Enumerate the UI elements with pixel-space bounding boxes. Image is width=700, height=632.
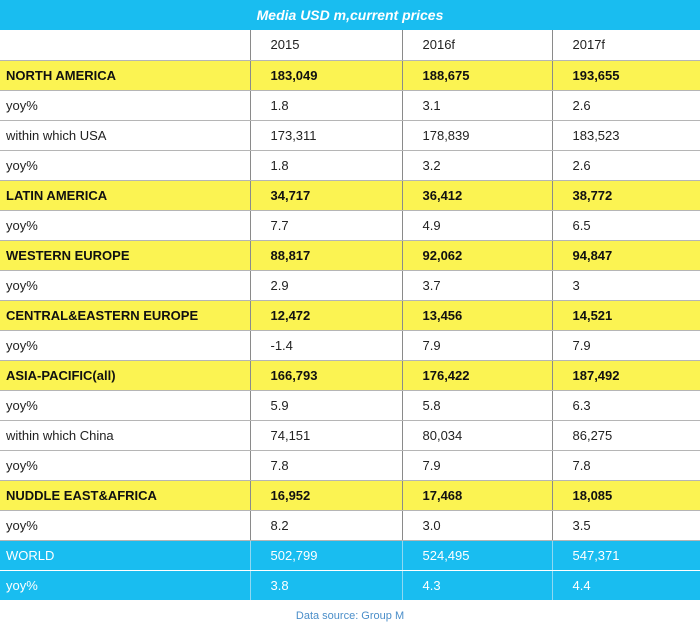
value-cell: 1.8 [250,150,403,181]
value-cell: 3.2 [402,150,553,181]
row-label-cell: ASIA-PACIFIC(all) [0,360,251,391]
value-cell: 18,085 [552,480,700,511]
value-cell: 2.6 [552,90,700,121]
value-cell: 36,412 [402,180,553,211]
value-cell: 547,371 [552,540,700,571]
header-cell: 2015 [250,30,403,61]
value-cell: 8.2 [250,510,403,541]
value-cell: 183,523 [552,120,700,151]
table-row: yoy% 1.8 3.2 2.6 [0,150,700,181]
value-cell: 4.9 [402,210,553,241]
row-label-cell: CENTRAL&EASTERN EUROPE [0,300,251,331]
header-cell [0,30,251,61]
value-cell: 88,817 [250,240,403,271]
value-cell: 7.7 [250,210,403,241]
row-label-cell: yoy% [0,150,251,181]
region-row: NUDDLE EAST&AFRICA 16,952 17,468 18,085 [0,480,700,511]
row-label-cell: WORLD [0,540,251,571]
table-row: yoy% 1.8 3.1 2.6 [0,90,700,121]
table-row: yoy% -1.4 7.9 7.9 [0,330,700,361]
table-row: yoy% 7.8 7.9 7.8 [0,450,700,481]
value-cell: 3.7 [402,270,553,301]
value-cell: 5.9 [250,390,403,421]
table-row: yoy% 2.9 3.7 3 [0,270,700,301]
value-cell: 2.6 [552,150,700,181]
value-cell: 4.4 [552,570,700,601]
world-row: WORLD 502,799 524,495 547,371 [0,540,700,571]
value-cell: 6.5 [552,210,700,241]
value-cell: 7.8 [552,450,700,481]
value-cell: 3.0 [402,510,553,541]
value-cell: 5.8 [402,390,553,421]
value-cell: 80,034 [402,420,553,451]
region-row: ASIA-PACIFIC(all) 166,793 176,422 187,492 [0,360,700,391]
region-row: CENTRAL&EASTERN EUROPE 12,472 13,456 14,521 [0,300,700,331]
value-cell: 12,472 [250,300,403,331]
row-label-cell: within which USA [0,120,251,151]
value-cell: 187,492 [552,360,700,391]
row-label-cell: yoy% [0,270,251,301]
value-cell: 6.3 [552,390,700,421]
row-label-cell: yoy% [0,510,251,541]
row-label-cell: NUDDLE EAST&AFRICA [0,480,251,511]
value-cell: 193,655 [552,60,700,91]
table-row: yoy% 8.2 3.0 3.5 [0,510,700,541]
table-header-row: 2015 2016f 2017f [0,30,700,61]
value-cell: 7.9 [552,330,700,361]
header-cell: 2017f [552,30,700,61]
table-row: yoy% 5.9 5.8 6.3 [0,390,700,421]
value-cell: 3.8 [250,570,403,601]
value-cell: 183,049 [250,60,403,91]
value-cell: 7.8 [250,450,403,481]
region-row: NORTH AMERICA 183,049 188,675 193,655 [0,60,700,91]
value-cell: 3.1 [402,90,553,121]
row-label-cell: yoy% [0,90,251,121]
value-cell: 2.9 [250,270,403,301]
value-cell: 16,952 [250,480,403,511]
data-source-note: Data source: Group M [295,610,405,622]
value-cell: 3.5 [552,510,700,541]
region-row: WESTERN EUROPE 88,817 92,062 94,847 [0,240,700,271]
row-label-cell: yoy% [0,450,251,481]
value-cell: 166,793 [250,360,403,391]
value-cell: 38,772 [552,180,700,211]
world-row: yoy% 3.8 4.3 4.4 [0,570,700,601]
value-cell: 524,495 [402,540,553,571]
row-label-cell: LATIN AMERICA [0,180,251,211]
value-cell: -1.4 [250,330,403,361]
region-row: LATIN AMERICA 34,717 36,412 38,772 [0,180,700,211]
row-label-cell: within which China [0,420,251,451]
value-cell: 74,151 [250,420,403,451]
table-row: yoy% 7.7 4.9 6.5 [0,210,700,241]
value-cell: 86,275 [552,420,700,451]
table-row: within which China 74,151 80,034 86,275 [0,420,700,451]
row-label-cell: WESTERN EUROPE [0,240,251,271]
table-title: Media USD m,current prices [0,0,700,30]
value-cell: 7.9 [402,450,553,481]
value-cell: 188,675 [402,60,553,91]
value-cell: 13,456 [402,300,553,331]
value-cell: 92,062 [402,240,553,271]
row-label-cell: yoy% [0,210,251,241]
value-cell: 17,468 [402,480,553,511]
header-cell: 2016f [402,30,553,61]
value-cell: 173,311 [250,120,403,151]
value-cell: 3 [552,270,700,301]
value-cell: 1.8 [250,90,403,121]
value-cell: 4.3 [402,570,553,601]
value-cell: 176,422 [402,360,553,391]
table-row: within which USA 173,311 178,839 183,523 [0,120,700,151]
value-cell: 94,847 [552,240,700,271]
value-cell: 178,839 [402,120,553,151]
media-spending-table: 2015 2016f 2017f NORTH AMERICA 183,049 188… [0,30,700,601]
value-cell: 14,521 [552,300,700,331]
value-cell: 7.9 [402,330,553,361]
row-label-cell: yoy% [0,330,251,361]
value-cell: 34,717 [250,180,403,211]
row-label-cell: NORTH AMERICA [0,60,251,91]
value-cell: 502,799 [250,540,403,571]
row-label-cell: yoy% [0,570,251,601]
row-label-cell: yoy% [0,390,251,421]
